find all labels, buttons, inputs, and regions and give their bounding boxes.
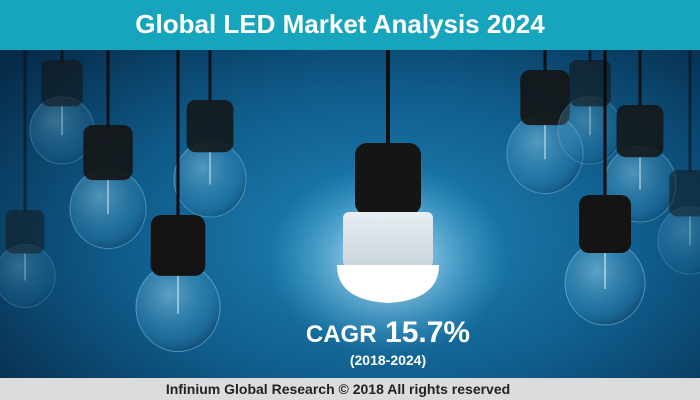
socket — [579, 195, 631, 253]
cagr-label: CAGR — [306, 321, 377, 348]
socket — [41, 60, 83, 107]
cagr-text: CAGR 15.7% — [306, 316, 470, 349]
socket — [669, 170, 700, 217]
glass — [0, 244, 56, 308]
led-dome — [337, 265, 439, 303]
led-bulb — [268, 48, 508, 355]
socket — [5, 210, 45, 254]
socket — [83, 125, 133, 181]
footer-bar — [0, 378, 700, 400]
cagr-value: 15.7% — [385, 316, 470, 349]
cagr-period: (2018-2024) — [350, 352, 426, 368]
header-bar — [0, 0, 700, 50]
socket — [186, 100, 234, 153]
socket — [150, 215, 206, 276]
socket — [569, 60, 611, 107]
header-title: Global LED Market Analysis 2024 — [135, 9, 545, 39]
footer-text: Infinium Global Research © 2018 All righ… — [166, 381, 510, 397]
heatsink — [343, 212, 433, 267]
socket — [520, 70, 570, 126]
socket — [355, 143, 421, 215]
bulb-group — [0, 48, 700, 352]
socket — [616, 105, 664, 158]
